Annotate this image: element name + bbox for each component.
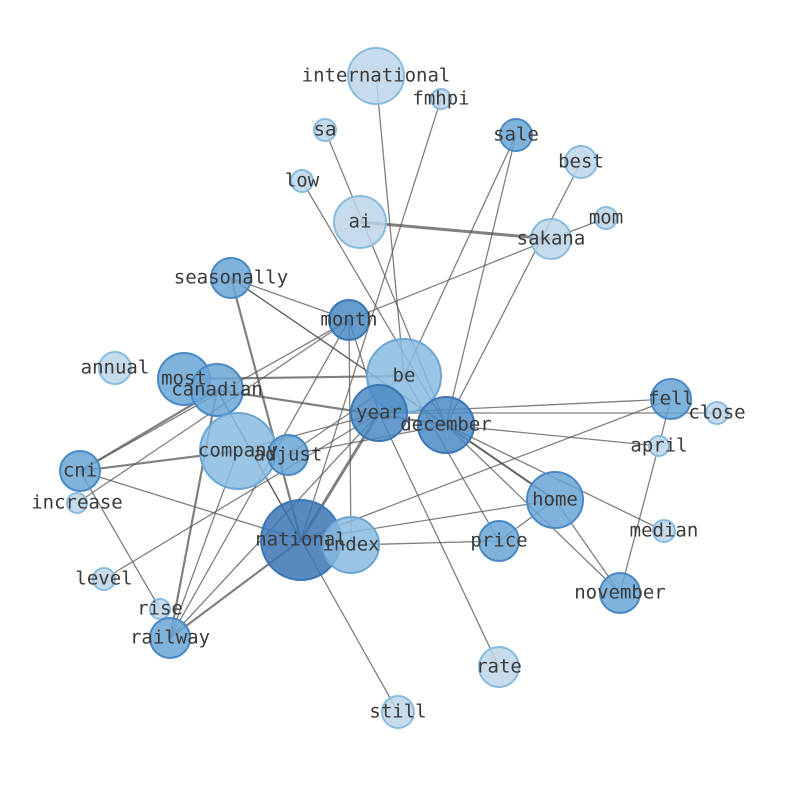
node-label: railway xyxy=(130,627,210,649)
edge xyxy=(359,220,552,241)
edge xyxy=(619,398,672,594)
node xyxy=(350,384,408,442)
node-label: rate xyxy=(476,656,522,678)
node-label: low xyxy=(285,170,320,192)
node-label: best xyxy=(558,151,604,173)
node xyxy=(267,434,309,476)
node xyxy=(92,567,116,591)
node-label: national xyxy=(255,529,347,551)
node-label: month xyxy=(320,309,377,331)
node xyxy=(290,169,314,193)
edge xyxy=(300,398,672,541)
node-label: sakana xyxy=(517,228,586,250)
node-label: median xyxy=(630,520,699,542)
node-label: level xyxy=(75,568,132,590)
edge xyxy=(300,98,442,541)
node xyxy=(530,218,572,260)
node-label: fell xyxy=(648,388,694,410)
node-label: close xyxy=(688,402,745,424)
node xyxy=(417,396,475,454)
node-label: increase xyxy=(31,492,123,514)
node xyxy=(210,257,252,299)
node xyxy=(59,450,101,492)
edge xyxy=(229,277,303,541)
node xyxy=(650,378,692,420)
node-label: index xyxy=(322,534,379,556)
node xyxy=(66,492,88,514)
node-label: international xyxy=(302,65,451,87)
node xyxy=(347,47,405,105)
node-label: annual xyxy=(81,357,150,379)
edge xyxy=(79,470,161,610)
node-label: ai xyxy=(349,211,372,233)
node xyxy=(149,617,191,659)
node-label: april xyxy=(630,435,687,457)
node-label: december xyxy=(400,414,492,436)
edge xyxy=(348,238,552,321)
node xyxy=(478,520,520,562)
node-label: home xyxy=(532,489,578,511)
edge xyxy=(403,134,517,377)
node xyxy=(430,88,452,110)
node-label: company xyxy=(198,440,278,462)
node-label: fmhpi xyxy=(412,88,469,110)
node xyxy=(322,516,380,574)
node-label: cni xyxy=(63,460,97,482)
edge xyxy=(348,319,352,546)
node-label: be xyxy=(393,365,416,387)
node-label: sa xyxy=(314,119,337,141)
node xyxy=(98,351,132,385)
node xyxy=(499,118,533,152)
node-label: adjust xyxy=(254,444,323,466)
node-label: most xyxy=(161,368,207,390)
node xyxy=(381,695,415,729)
edge xyxy=(378,412,500,668)
node xyxy=(333,195,387,249)
edge xyxy=(445,161,582,426)
node-label: november xyxy=(574,582,666,604)
node xyxy=(313,118,337,142)
node-label: mom xyxy=(589,207,623,229)
node xyxy=(190,363,244,417)
node xyxy=(599,572,641,614)
node xyxy=(478,646,520,688)
node xyxy=(705,401,729,425)
node-label: year xyxy=(356,402,402,424)
node-label: canadian xyxy=(171,379,263,401)
node-label: sale xyxy=(493,124,539,146)
node-label: still xyxy=(369,701,426,723)
node xyxy=(149,598,171,620)
node-label: rise xyxy=(137,598,183,620)
edge xyxy=(445,424,660,447)
node xyxy=(648,435,670,457)
node xyxy=(652,519,676,543)
node xyxy=(564,145,598,179)
node xyxy=(526,471,584,529)
node-label: price xyxy=(470,530,527,552)
edge xyxy=(216,388,447,427)
node xyxy=(328,299,370,341)
node xyxy=(594,206,618,230)
nodes xyxy=(59,47,729,729)
node-label: seasonally xyxy=(174,267,288,289)
edge xyxy=(445,134,517,426)
edge xyxy=(103,412,380,580)
